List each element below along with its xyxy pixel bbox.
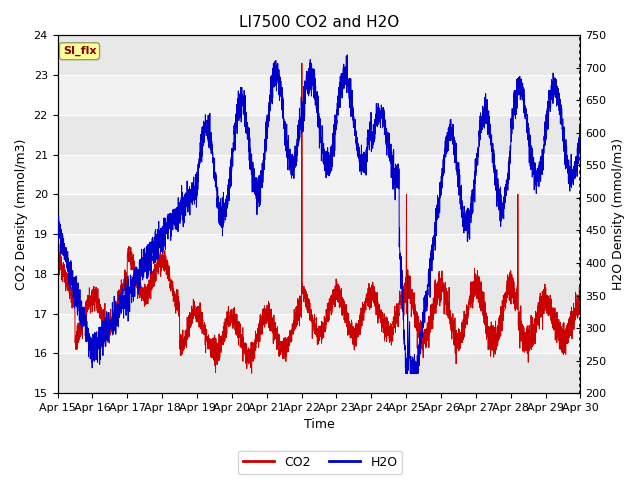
Y-axis label: CO2 Density (mmol/m3): CO2 Density (mmol/m3) (15, 139, 28, 290)
Bar (58, 115, 580, 155)
Bar (58, 75, 580, 115)
Title: LI7500 CO2 and H2O: LI7500 CO2 and H2O (239, 15, 399, 30)
Bar (58, 274, 580, 313)
Bar (58, 194, 580, 234)
Y-axis label: H2O Density (mmol/m3): H2O Density (mmol/m3) (612, 138, 625, 290)
Bar (58, 313, 580, 353)
Bar (58, 234, 580, 274)
Legend: CO2, H2O: CO2, H2O (237, 451, 403, 474)
X-axis label: Time: Time (303, 419, 334, 432)
Text: SI_flx: SI_flx (63, 46, 96, 56)
Bar (58, 155, 580, 194)
Bar (58, 36, 580, 75)
Bar (58, 353, 580, 393)
